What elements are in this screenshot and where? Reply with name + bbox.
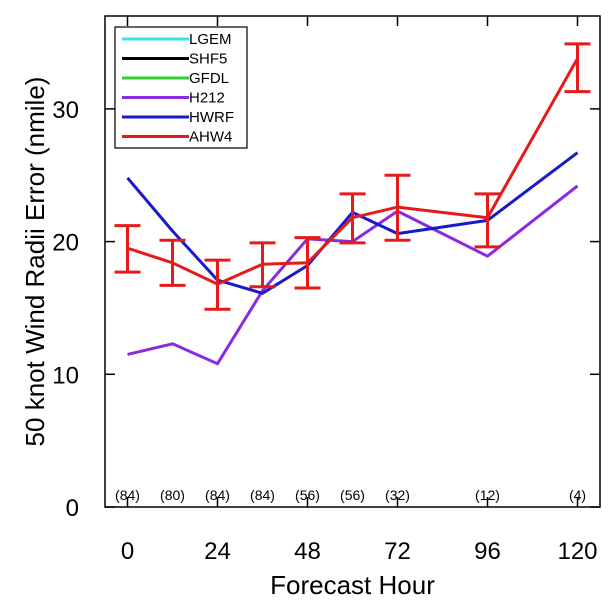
x-tick-label: 24: [204, 538, 231, 565]
legend-label: GFDL: [189, 70, 229, 87]
sample-count-label: (84): [115, 487, 140, 503]
axes: 0 24 48 72 96 120 0 10 20 30: [52, 16, 600, 565]
error-bar: [114, 224, 141, 274]
y-tick-label: 30: [52, 97, 79, 124]
legend-item-hwrf: HWRF: [122, 109, 234, 126]
error-bar: [339, 192, 366, 245]
error-bar: [249, 241, 276, 289]
sample-count-label: (80): [160, 487, 185, 503]
x-tick-label: 120: [557, 538, 597, 565]
plot-frame: [104, 15, 601, 508]
error-bar: [204, 258, 231, 311]
legend-label: SHF5: [189, 51, 227, 68]
y-tick-label: 20: [52, 230, 79, 257]
sample-count-label: (56): [295, 487, 320, 503]
x-tick-label: 48: [294, 538, 321, 565]
x-tick-label: 0: [121, 538, 134, 565]
sample-count-label: (84): [250, 487, 275, 503]
y-tick-label: 0: [66, 495, 79, 522]
error-bar: [159, 238, 186, 287]
sample-count-label: (56): [340, 487, 365, 503]
sample-count-label: (84): [205, 487, 230, 503]
sample-count-label: (4): [569, 487, 586, 503]
legend: LGEM SHF5 GFDL H212 HWRF AHW4: [114, 26, 248, 149]
sample-counts: (84) (80) (84) (84) (56) (56) (32) (12) (4): [115, 487, 586, 503]
legend-label: AHW4: [189, 129, 232, 146]
legend-label: HWRF: [189, 109, 234, 126]
error-bar: [474, 192, 501, 249]
sample-count-label: (32): [385, 487, 410, 503]
error-bar: [564, 42, 591, 94]
sample-count-label: (12): [475, 487, 500, 503]
legend-item-gfdl: GFDL: [122, 70, 229, 87]
legend-label: LGEM: [189, 31, 232, 48]
y-tick-label: 10: [52, 362, 79, 389]
error-bar: [384, 173, 411, 242]
error-bar: [294, 236, 321, 290]
legend-item-lgem: LGEM: [122, 31, 232, 48]
series-layer: [114, 42, 591, 366]
y-axis-title: 50 knot Wind Radii Error (nmile): [20, 77, 50, 447]
legend-item-h212: H212: [122, 90, 225, 107]
legend-item-shf5: SHF5: [122, 51, 227, 68]
x-tick-label: 72: [384, 538, 411, 565]
legend-item-ahw4: AHW4: [122, 129, 232, 146]
legend-box: [114, 26, 248, 149]
x-axis-title: Forecast Hour: [270, 570, 435, 600]
x-tick-label: 96: [474, 538, 501, 565]
legend-label: H212: [189, 90, 225, 107]
